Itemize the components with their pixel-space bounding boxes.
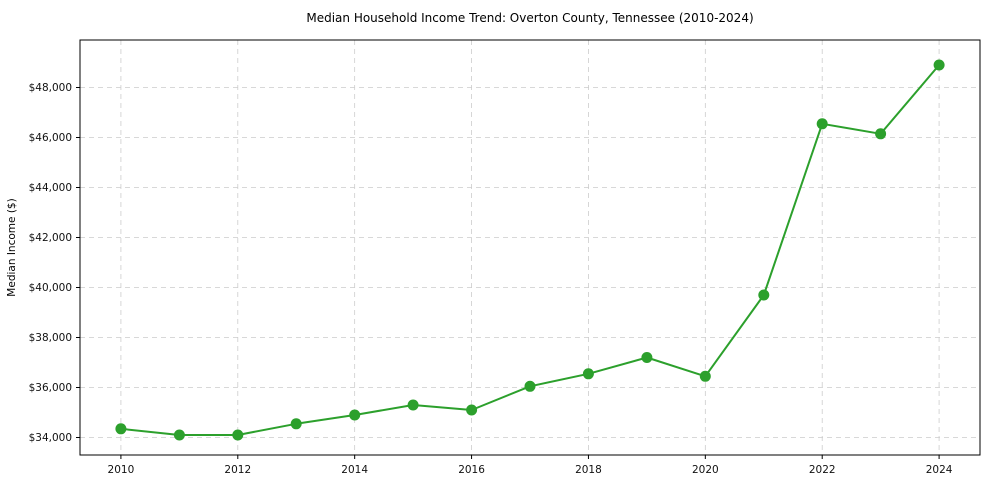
- data-point: [349, 409, 361, 421]
- x-tick-label: 2020: [692, 464, 719, 476]
- data-point: [875, 128, 887, 140]
- y-tick-label: $36,000: [29, 382, 72, 394]
- x-tick-label: 2010: [108, 464, 135, 476]
- data-point: [816, 118, 828, 130]
- x-tick-label: 2018: [575, 464, 602, 476]
- data-point: [699, 370, 711, 382]
- y-tick-label: $40,000: [29, 282, 72, 294]
- data-point: [232, 429, 244, 441]
- y-axis-label: Median Income ($): [6, 198, 18, 296]
- x-tick-label: 2014: [341, 464, 368, 476]
- y-tick-label: $46,000: [29, 132, 72, 144]
- x-tick-label: 2022: [809, 464, 836, 476]
- y-tick-label: $38,000: [29, 332, 72, 344]
- data-point: [115, 423, 127, 435]
- plot-background: [80, 40, 980, 455]
- data-point: [290, 418, 302, 430]
- chart-title: Median Household Income Trend: Overton C…: [306, 11, 753, 25]
- x-tick-label: 2016: [458, 464, 485, 476]
- y-tick-label: $42,000: [29, 232, 72, 244]
- data-point: [524, 380, 536, 392]
- data-point: [407, 399, 419, 411]
- data-point: [582, 368, 594, 380]
- x-tick-label: 2024: [926, 464, 953, 476]
- y-tick-label: $44,000: [29, 182, 72, 194]
- axes-border: [79, 39, 981, 456]
- plot-area: $34,000 $36,000 $38,000 $40,000 $42,000 $44,0…: [29, 39, 981, 476]
- y-tick-label: $48,000: [29, 82, 72, 94]
- data-point: [933, 59, 945, 71]
- data-point: [466, 404, 478, 416]
- x-tick-label: 2012: [224, 464, 251, 476]
- data-point: [173, 429, 185, 441]
- y-tick-label: $34,000: [29, 432, 72, 444]
- data-point: [758, 289, 770, 301]
- data-point: [641, 352, 653, 363]
